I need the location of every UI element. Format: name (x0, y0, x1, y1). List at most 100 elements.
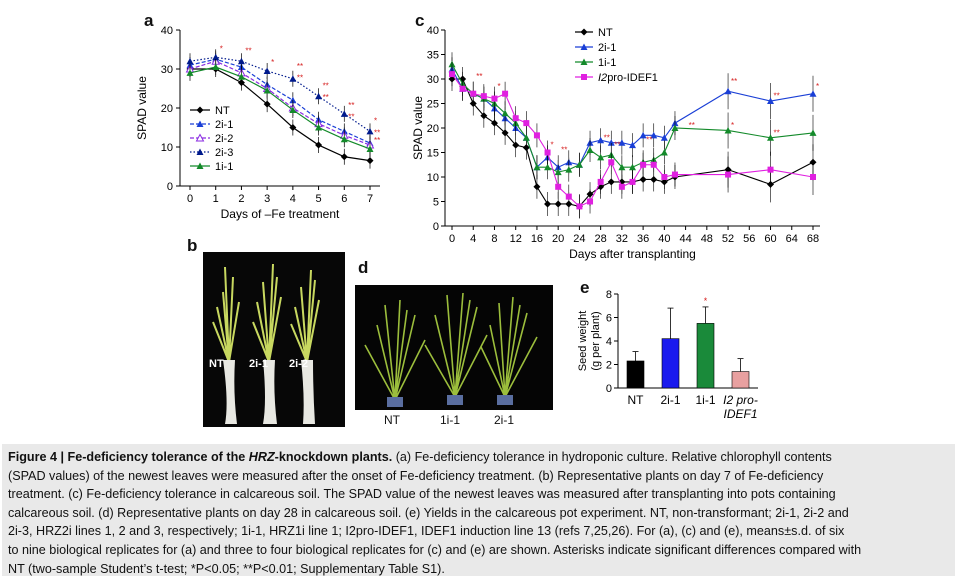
chart-e-category-label2-3: IDEF1 (723, 407, 757, 421)
photo-d-label-1i-1: 1i-1 (440, 413, 461, 427)
chart-c-significance-asterisk: ** (561, 146, 567, 155)
chart-a-point-1i-1 (263, 86, 271, 94)
chart-c-point-I2pro-IDEF1 (523, 120, 530, 127)
chart-c-point-2i-1 (660, 134, 668, 141)
panel-letter-a: a (144, 11, 154, 30)
chart-c-point-I2pro-IDEF1 (512, 115, 519, 122)
chart-a-point-1i-1 (186, 69, 194, 76)
chart-c-point-I2pro-IDEF1 (576, 203, 583, 210)
figure-caption: Figure 4 | Fe-deficiency tolerance of th… (2, 444, 955, 576)
chart-a-point-1i-1 (237, 73, 245, 80)
chart-c-point-1i-1 (533, 163, 541, 171)
chart-e-category-label-2: 1i-1 (695, 393, 715, 407)
chart-c-point-I2pro-IDEF1 (640, 161, 647, 168)
chart-a-ytick-label: 20 (161, 103, 173, 115)
chart-c-x-axis-label: Days after transplanting (569, 247, 696, 261)
chart-a-significance-asterisk: ** (323, 93, 329, 102)
chart-c-significance-asterisk: ** (476, 72, 482, 81)
chart-c-point-I2pro-IDEF1 (587, 198, 594, 205)
chart-a-xtick-label: 1 (213, 193, 219, 205)
chart-a-xtick-label: 3 (264, 193, 270, 205)
chart-c-point-1i-1 (724, 126, 732, 134)
chart-c-ytick-label: 35 (427, 50, 439, 62)
chart-e-bar-3 (731, 371, 750, 389)
chart-c-point-2i-1 (597, 136, 605, 144)
chart-a-point-1i-1 (366, 145, 374, 152)
chart-c-point-2i-1 (724, 87, 732, 95)
chart-e-category-label-3: I2 pro- (723, 393, 758, 407)
chart-c-xtick-label: 8 (491, 233, 497, 245)
chart-e-bar-2 (696, 323, 715, 389)
chart-a-point-2i-3 (237, 57, 245, 65)
chart-e-category-label-1: 2i-1 (660, 393, 680, 407)
chart-a-significance-asterisk: ** (297, 74, 303, 83)
rice-plants-soil-image (364, 292, 538, 407)
chart-c-point-NT (544, 200, 552, 208)
chart-c-legend-marker-1i-1 (580, 58, 588, 65)
chart-a-significance-asterisk: ** (374, 136, 380, 145)
chart-e-bar-1 (661, 338, 680, 389)
chart-a-legend-marker-1i-1 (196, 162, 204, 169)
chart-c-point-2i-1 (639, 131, 647, 139)
chart-c-point-2i-1 (607, 139, 615, 146)
chart-c-point-1i-1 (586, 146, 594, 154)
chart-a-series-line-1i-1 (189, 66, 371, 150)
chart-a-ytick-label: 0 (167, 181, 173, 193)
chart-c-point-I2pro-IDEF1 (661, 174, 668, 180)
chart-c-ytick-label: 20 (427, 123, 439, 135)
chart-c-point-I2pro-IDEF1 (597, 178, 604, 185)
chart-c-point-I2pro-IDEF1 (459, 85, 466, 92)
chart-c-point-NT (650, 175, 658, 183)
chart-c-point-I2pro-IDEF1 (618, 183, 625, 190)
chart-c-xtick-label: 48 (701, 233, 713, 245)
caption-line-6: to nine biological replicates for (a) an… (8, 542, 862, 557)
chart-a-significance-asterisk: * (271, 58, 274, 67)
chart-c-point-2i-1 (767, 97, 775, 105)
chart-e-bar-0 (626, 360, 645, 389)
chart-a-ytick-label: 40 (161, 25, 173, 37)
chart-a-legend-marker-2i-2 (195, 133, 205, 142)
chart-c-legend-label-NT: NT (598, 27, 613, 39)
chart-e-y-axis-label-line1: Seed weight (578, 311, 589, 372)
chart-c-point-NT (554, 200, 562, 208)
chart-e: 0 2 4 6 8 Seed weight (g per plant) NT 2i-1 1i-1 I… (578, 289, 758, 421)
chart-c-point-I2pro-IDEF1 (555, 183, 562, 190)
chart-c-xtick-label: 12 (510, 233, 522, 245)
chart-c-point-NT (512, 141, 520, 149)
chart-c-xtick-label: 0 (449, 233, 455, 245)
chart-e-category-label-0: NT (628, 393, 645, 407)
chart-c-legend-marker-2i-1 (580, 43, 588, 50)
chart-a-significance-asterisk: ** (245, 46, 251, 55)
chart-e-ytick-label: 2 (606, 360, 612, 372)
chart-c-legend-label-1i-1: 1i-1 (598, 57, 616, 69)
chart-c-point-1i-1 (809, 129, 817, 136)
chart-c-point-I2pro-IDEF1 (544, 149, 551, 156)
chart-e-ytick-label: 0 (606, 383, 612, 395)
chart-c-significance-asterisk: * (731, 121, 734, 130)
chart-a-significance-asterisk: ** (374, 128, 380, 137)
panel-letter-b: b (187, 236, 198, 255)
chart-a-legend-label-1i-1: 1i-1 (215, 161, 233, 173)
chart-c-point-I2pro-IDEF1 (533, 132, 540, 139)
chart-c-significance-asterisk: ** (774, 92, 780, 101)
chart-c-significance-asterisk: ** (604, 133, 610, 142)
chart-c-xtick-label: 32 (616, 233, 628, 245)
chart-c-ytick-label: 10 (427, 172, 439, 184)
chart-c-significance-asterisk: * (816, 82, 819, 91)
chart-a-point-1i-1 (212, 63, 220, 71)
photo-b-label-2i-2: 2i-2 (289, 358, 308, 370)
chart-c-point-1i-1 (544, 163, 552, 171)
chart-c-point-I2pro-IDEF1 (629, 178, 636, 185)
chart-a-point-2i-3 (289, 75, 297, 82)
chart-c-ytick-label: 15 (427, 148, 439, 160)
chart-c-point-NT (501, 129, 509, 137)
chart-c-xtick-label: 36 (637, 233, 649, 245)
chart-c-xtick-label: 20 (552, 233, 564, 245)
chart-a-point-2i-1 (289, 96, 297, 104)
chart-a-legend-marker-2i-3 (196, 148, 204, 155)
chart-c-point-I2pro-IDEF1 (480, 93, 487, 100)
chart-a-significance-asterisk: ** (323, 82, 329, 91)
chart-a-legend-label-NT: NT (215, 105, 230, 117)
panel-letter-d: d (358, 258, 369, 277)
